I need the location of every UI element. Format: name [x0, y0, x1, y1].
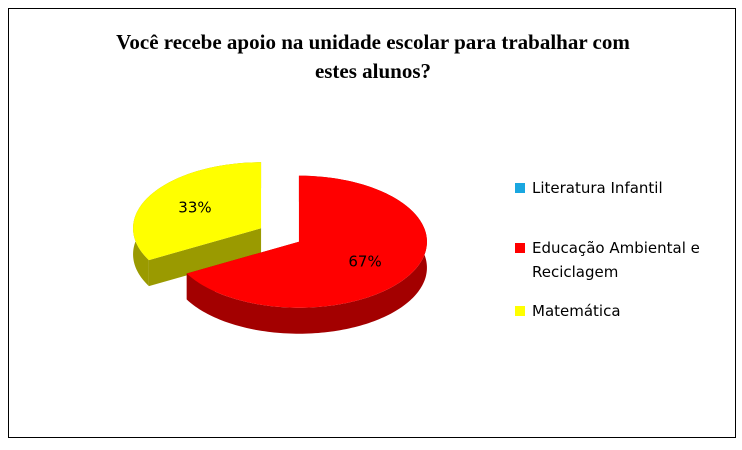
slice [186, 175, 427, 308]
legend-swatch [515, 183, 525, 193]
legend-item: Matemática [515, 299, 717, 323]
slice [133, 162, 262, 261]
chart-border [8, 8, 736, 438]
legend-label: Literatura Infantil [532, 179, 663, 197]
legend-item: Educação Ambiental e Reciclagem [515, 236, 717, 284]
legend-item: Literatura Infantil [515, 176, 717, 200]
legend-label: Educação Ambiental e Reciclagem [532, 239, 700, 281]
slice-side [148, 228, 262, 287]
data-label: 33% [178, 199, 211, 217]
legend-label: Matemática [532, 302, 621, 320]
chart-title: Você recebe apoio na unidade escolar par… [116, 30, 630, 83]
legend-swatch [515, 243, 525, 253]
legend-swatch [515, 306, 525, 316]
data-label: 67% [348, 252, 381, 270]
